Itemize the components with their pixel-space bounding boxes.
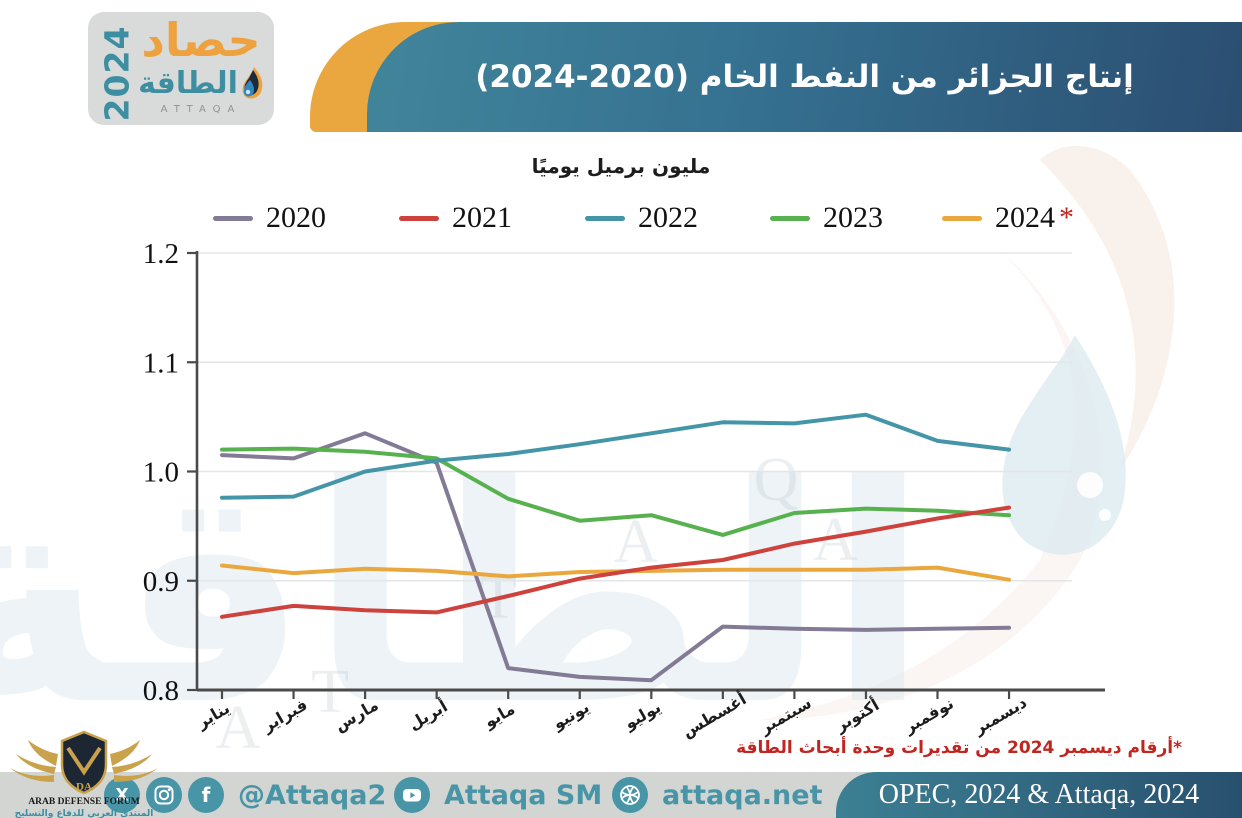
legend-item-2023: 2023 xyxy=(770,198,883,238)
series-line-2020 xyxy=(220,431,1011,683)
y-tick-label: 0.8 xyxy=(143,675,179,707)
attaqa-word-watermark: الطاقة xyxy=(0,422,929,771)
facebook-icon: f xyxy=(188,777,224,813)
chart-footnote: *أرقام ديسمبر 2024 من تقديرات وحدة أبحاث… xyxy=(736,738,1182,758)
chart-legend: 2020 2021 2022 2023 2024 * xyxy=(0,198,1242,238)
y-tick-label: 1.2 xyxy=(143,238,179,270)
adf-title: ARAB DEFENSE FORUM xyxy=(28,797,139,807)
logo-brand: ATTAQA xyxy=(160,104,242,115)
y-tick-label: 1.1 xyxy=(143,347,179,379)
instagram-icon xyxy=(146,777,182,813)
series-line-2023 xyxy=(220,446,1011,537)
social-handle: @Attaqa2 xyxy=(238,779,387,811)
logo-word-hasad: حصاد xyxy=(141,13,261,67)
title-banner: إنتاج الجزائر من النفط الخام (2020-2024) xyxy=(310,22,1242,132)
source-box: OPEC, 2024 & Attaqa, 2024 xyxy=(836,772,1242,818)
legend-swatch-2024 xyxy=(942,215,982,221)
attaqa-letter-watermark: T xyxy=(311,658,349,726)
legend-item-2021: 2021 xyxy=(399,198,512,238)
social-group-youtube: Attaqa SM xyxy=(394,777,602,813)
website-url: attaqa.net xyxy=(662,779,823,811)
legend-label-2023: 2023 xyxy=(823,201,883,234)
droplet-watermark xyxy=(1002,335,1126,555)
attaqa-letter-watermark: Q xyxy=(754,446,799,514)
svg-text:f: f xyxy=(202,784,211,806)
attaqa-harvest-logo: 2024 حصاد الطاقة ATTAQA xyxy=(88,12,274,125)
legend-item-2022: 2022 xyxy=(585,198,698,238)
svg-text:DA: DA xyxy=(76,781,92,793)
social-group-attaqa2: X f @Attaqa2 xyxy=(104,777,386,813)
adf-subtitle: المنتدى العربي للدفاع والتسليح xyxy=(15,809,154,818)
legend-item-2024: 2024 * xyxy=(942,198,1074,238)
arab-defense-forum-watermark: DA ARAB DEFENSE FORUM المنتدى العربي للد… xyxy=(10,730,158,818)
globe-icon xyxy=(612,777,648,813)
legend-item-2020: 2020 xyxy=(213,198,326,238)
oil-droplet-icon xyxy=(242,67,263,99)
legend-label-2021: 2021 xyxy=(452,201,512,234)
chart-unit-label: مليون برميل يوميًا xyxy=(531,154,711,178)
svg-text:X: X xyxy=(115,786,128,806)
logo-year: 2024 xyxy=(97,25,137,122)
legend-swatch-2023 xyxy=(770,215,810,221)
series-line-2021 xyxy=(220,505,1011,619)
attaqa-letter-watermark: A xyxy=(216,694,261,762)
x-tick-label-11: ديسمبر xyxy=(970,693,1030,739)
legend-label-2022: 2022 xyxy=(638,201,698,234)
youtube-handle: Attaqa SM xyxy=(444,779,603,811)
legend-swatch-2021 xyxy=(399,215,439,221)
source-text: OPEC, 2024 & Attaqa, 2024 xyxy=(878,779,1200,810)
legend-swatch-2022 xyxy=(585,215,625,221)
logo-word-attaqa: الطاقة xyxy=(138,66,238,101)
y-tick-label: 0.9 xyxy=(143,566,179,598)
flame-watermark xyxy=(1040,146,1175,471)
banner-teal: إنتاج الجزائر من النفط الخام (2020-2024) xyxy=(367,22,1242,132)
y-tick-label: 1.0 xyxy=(143,457,179,489)
legend-swatch-2020 xyxy=(213,215,253,221)
legend-label-2020: 2020 xyxy=(266,201,326,234)
series-line-2022 xyxy=(220,412,1011,500)
page-title: إنتاج الجزائر من النفط الخام (2020-2024) xyxy=(475,59,1134,95)
x-twitter-icon: X xyxy=(104,777,140,813)
legend-label-2024: 2024 xyxy=(995,201,1055,234)
youtube-icon xyxy=(394,777,430,813)
legend-asterisk: * xyxy=(1059,201,1074,234)
social-group-website: attaqa.net xyxy=(612,777,823,813)
